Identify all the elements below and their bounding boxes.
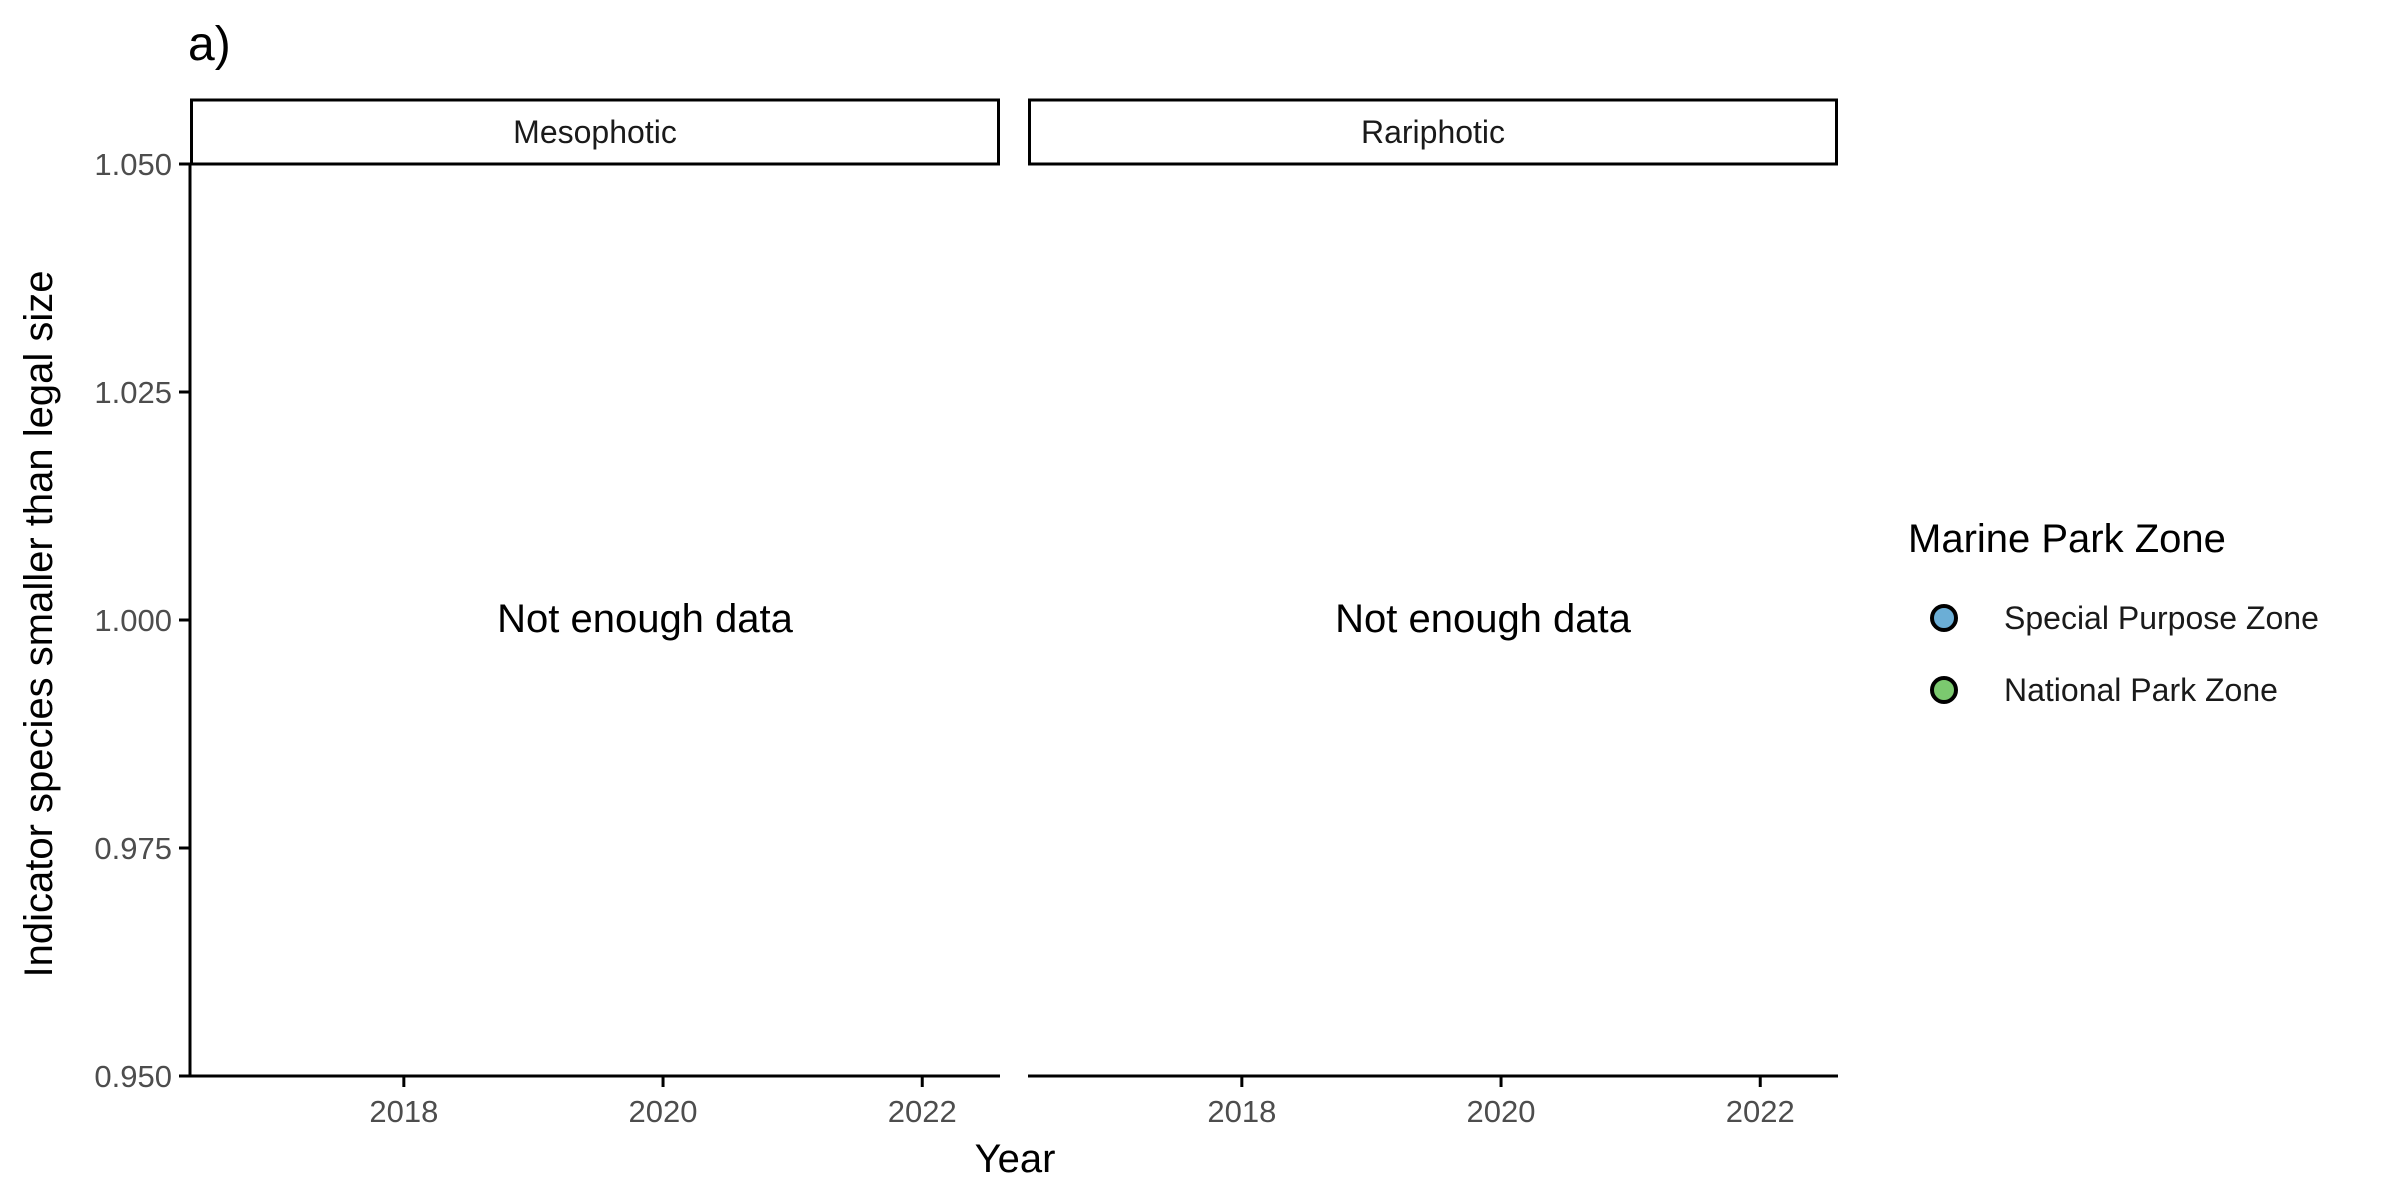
legend-key-national-park-zone — [1930, 676, 1958, 704]
y-axis: 0.950 0.975 1.000 1.025 1.050 — [94, 147, 192, 1094]
facet-rariphotic: Rariphotic 2018 2020 2022 Not enough data — [1028, 98, 1838, 1129]
legend-label: Special Purpose Zone — [2004, 600, 2319, 636]
legend: Marine Park Zone Special Purpose Zone Nat… — [1908, 517, 2319, 708]
facet-strip-label: Mesophotic — [513, 114, 677, 150]
legend-key-special-purpose-zone — [1930, 604, 1958, 632]
panel-tag: a) — [188, 18, 231, 71]
facet-annotation: Not enough data — [1335, 597, 1632, 641]
facet-annotation: Not enough data — [497, 597, 794, 641]
y-tick-label: 1.000 — [94, 603, 172, 638]
y-tick-label: 0.950 — [94, 1059, 172, 1094]
legend-entries: Special Purpose Zone National Park Zone — [1930, 600, 2319, 708]
x-tick-label: 2018 — [369, 1094, 438, 1129]
legend-title: Marine Park Zone — [1908, 517, 2226, 561]
facet-strip — [190, 98, 1000, 166]
legend-label: National Park Zone — [2004, 672, 2278, 708]
y-tick-label: 1.050 — [94, 147, 172, 182]
x-tick-label: 2018 — [1207, 1094, 1276, 1129]
facet-mesophotic: Mesophotic 2018 2020 2022 Not enough data — [190, 98, 1000, 1129]
facet-strip-label: Rariphotic — [1361, 114, 1505, 150]
x-axis-label: Year — [975, 1137, 1056, 1181]
y-axis-label: Indicator species smaller than legal siz… — [17, 270, 61, 977]
y-tick-label: 0.975 — [94, 831, 172, 866]
y-tick-label: 1.025 — [94, 375, 172, 410]
facet-strip — [1028, 98, 1838, 166]
x-tick-label: 2020 — [629, 1094, 698, 1129]
x-tick-label: 2022 — [888, 1094, 957, 1129]
x-tick-label: 2020 — [1467, 1094, 1536, 1129]
x-tick-label: 2022 — [1726, 1094, 1795, 1129]
